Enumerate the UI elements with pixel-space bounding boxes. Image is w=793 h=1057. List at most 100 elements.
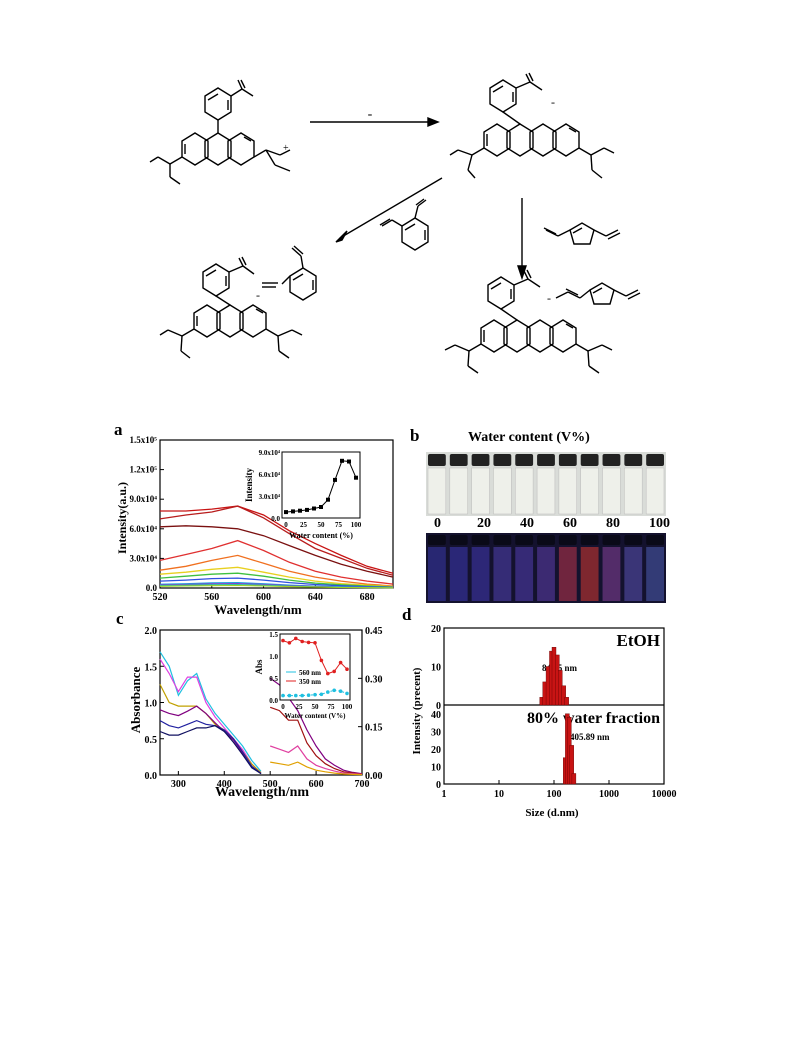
vial-cap [471,535,490,545]
panel-d-ytick-top-label: 10 [431,663,441,674]
panel-c-legend-350: 350 nm [299,678,321,686]
panel-a-series-line [159,584,394,589]
vial-body [493,547,512,601]
panel-d-ytick-bottom-label: 10 [431,762,441,773]
panel-c-xtick-label: 700 [355,779,370,790]
panel-c-legend-560: 560 nm [299,669,321,677]
panel-c-series-line [159,651,262,772]
panel-a-series-line [159,554,394,587]
panel-c-xtick-label: 600 [309,779,324,790]
panel-c-inset-point [300,639,304,644]
panel-c-inset-ylabel: Abs [254,659,264,675]
minus-sign-1: - [551,95,555,109]
panel-a-xtick-label: 520 [153,592,168,603]
panel-d-ylabel: Intensity (precent) [411,667,423,754]
vial-body [558,547,577,601]
vial-cap [493,535,512,545]
panel-a-series-line [159,566,394,588]
vial-cap [537,535,555,545]
panel-c-inset-point [332,688,336,693]
panel-a-frame [159,439,394,589]
panel-c-series-line [159,705,262,775]
vial-body [646,547,664,601]
panel-c-inset-point [332,669,336,674]
panel-c-inset-point [313,692,317,697]
vial-body [471,547,490,601]
panel-a-inset-ytick-label: 6.0x10⁴ [259,471,281,479]
panel-c-xtick-label: 400 [217,779,232,790]
panel-c-inset-ytick-label: 1.5 [269,631,278,639]
panel-a-series-line [159,577,394,588]
panel-a-inset-ytick-label: 0.0 [271,515,280,523]
panel-c-series-line [159,725,262,775]
panel-c-inset-point [281,693,285,698]
panel-a-series-line [159,539,394,585]
panel-a-ytick-label: 6.0x10⁴ [130,524,158,534]
vial-cap [449,535,468,545]
vial-cap [558,535,577,545]
vial-body [624,467,643,515]
panel-d-ytick-top-label: 0 [436,701,441,712]
vial-cap [624,535,643,545]
panel-d-xlabel: Size (d.nm) [525,807,579,819]
panel-a-inset-xlabel: Water content (%) [289,531,353,540]
vial-body [558,467,577,515]
panel-b-water-label: 40 [520,516,534,531]
panel-c-inset-point [306,640,311,645]
panel-d-chart: d Intensity (precent) Size (d.nm) EtOH 8… [402,606,677,819]
arrow-label: - [368,107,373,122]
panel-a-inset-point [291,509,295,514]
panel-c-ytick-right-label: 0.30 [365,674,383,685]
vial-cap [602,535,621,545]
panel-a-xtick-label: 560 [204,592,219,603]
panel-d-xtick-label: 10 [494,789,504,800]
panel-d-top-label: EtOH [617,631,660,650]
panel-c-inset-point [319,692,324,697]
panel-a-inset-point [354,475,358,480]
panel-c-chart: c Absorbance Wavelength/nm 300 400 500 600 7… [116,610,383,800]
panel-a-letter: a [114,420,123,439]
vial-body [645,467,665,515]
panel-a-chart: a Intensity(a.u.) Wavelength/nm 520 560 60… [114,420,394,617]
panel-c-inset-xtick-label: 50 [312,703,320,711]
panel-c-inset-point [287,641,292,645]
panel-a-series-line [159,572,394,588]
vial-body [515,547,534,601]
panel-c-inset-xtick-label: 100 [342,703,353,711]
panel-d-bar-water [571,773,577,785]
panel-a-inset-point [347,459,351,464]
vials-uv-photo [426,533,666,603]
panel-a-ytick-label: 1.2x10⁵ [130,465,158,475]
panel-d-bottom-value: 405.89 nm [570,732,610,742]
panel-c-ylabel: Absorbance [128,667,143,734]
panel-a-ylabel: Intensity(a.u.) [115,482,129,554]
panel-a-inset-point [312,506,316,511]
vials-daylight-photo [426,452,666,516]
panel-c-inset-point [338,689,343,693]
vial-cap [558,454,577,466]
panel-c-ytick-label: 1.0 [145,699,158,710]
panel-c-inset-point [338,660,343,665]
reaction-arrow-left [339,177,443,239]
reagent-thiophene [543,222,621,245]
panel-a-inset-xtick-label: 100 [351,521,362,529]
panel-d-xtick-label: 1000 [599,789,619,800]
panel-c-ytick-label: 2.0 [145,626,158,637]
vial-body [580,547,599,601]
panel-a-inset-point [340,458,344,463]
molecule-4 [444,269,641,374]
panel-c-inset-point [326,690,330,694]
panel-d-xtick-label: 1 [442,789,447,800]
panel-a-inset-point [319,505,323,509]
panel-c-inset-point [306,693,311,697]
vial-cap [515,454,534,466]
panel-a-inset-xtick-label: 25 [300,521,308,529]
panel-c-xtick-label: 300 [171,779,186,790]
panel-c-inset-frame [279,633,351,701]
panel-c-series-line [159,658,262,774]
vial-body [471,467,490,515]
panel-a-ytick-label: 3.0x10⁴ [130,553,158,563]
panel-c-inset-xtick-label: 0 [281,703,285,711]
panel-c-ytick-label: 0.5 [145,735,158,746]
panel-c-inset-point [287,693,292,698]
